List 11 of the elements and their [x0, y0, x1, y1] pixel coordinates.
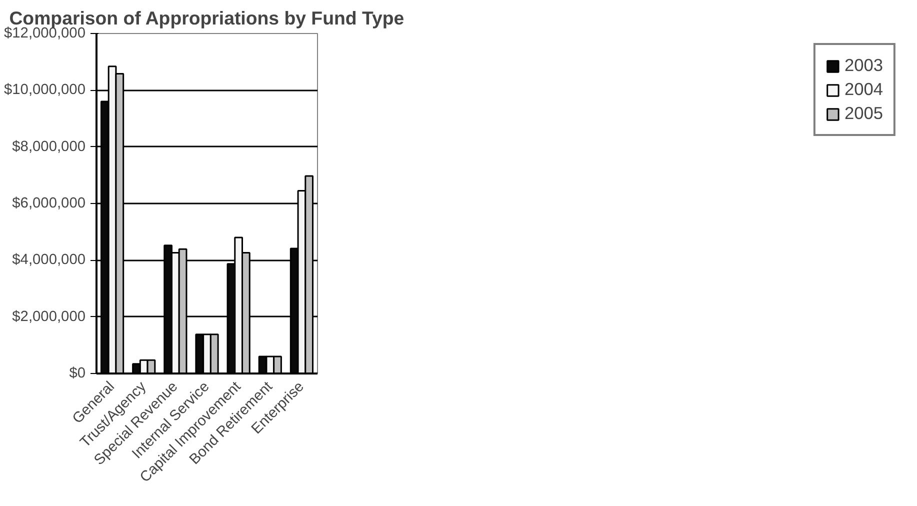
y-tick-label: $8,000,000 — [12, 138, 86, 155]
y-tick-label: $0 — [69, 366, 86, 382]
chart-title: Comparison of Appropriations by Fund Type — [9, 8, 404, 28]
legend-label: 2005 — [844, 103, 883, 124]
y-tick-label: $10,000,000 — [4, 82, 86, 98]
legend-label: 2003 — [844, 55, 883, 76]
y-tick-label: $2,000,000 — [12, 308, 86, 325]
y-tick-label: $12,000,000 — [4, 26, 86, 42]
legend-label: 2004 — [844, 79, 883, 100]
y-tick-label: $6,000,000 — [12, 196, 86, 212]
y-tick-label: $4,000,000 — [12, 252, 86, 268]
